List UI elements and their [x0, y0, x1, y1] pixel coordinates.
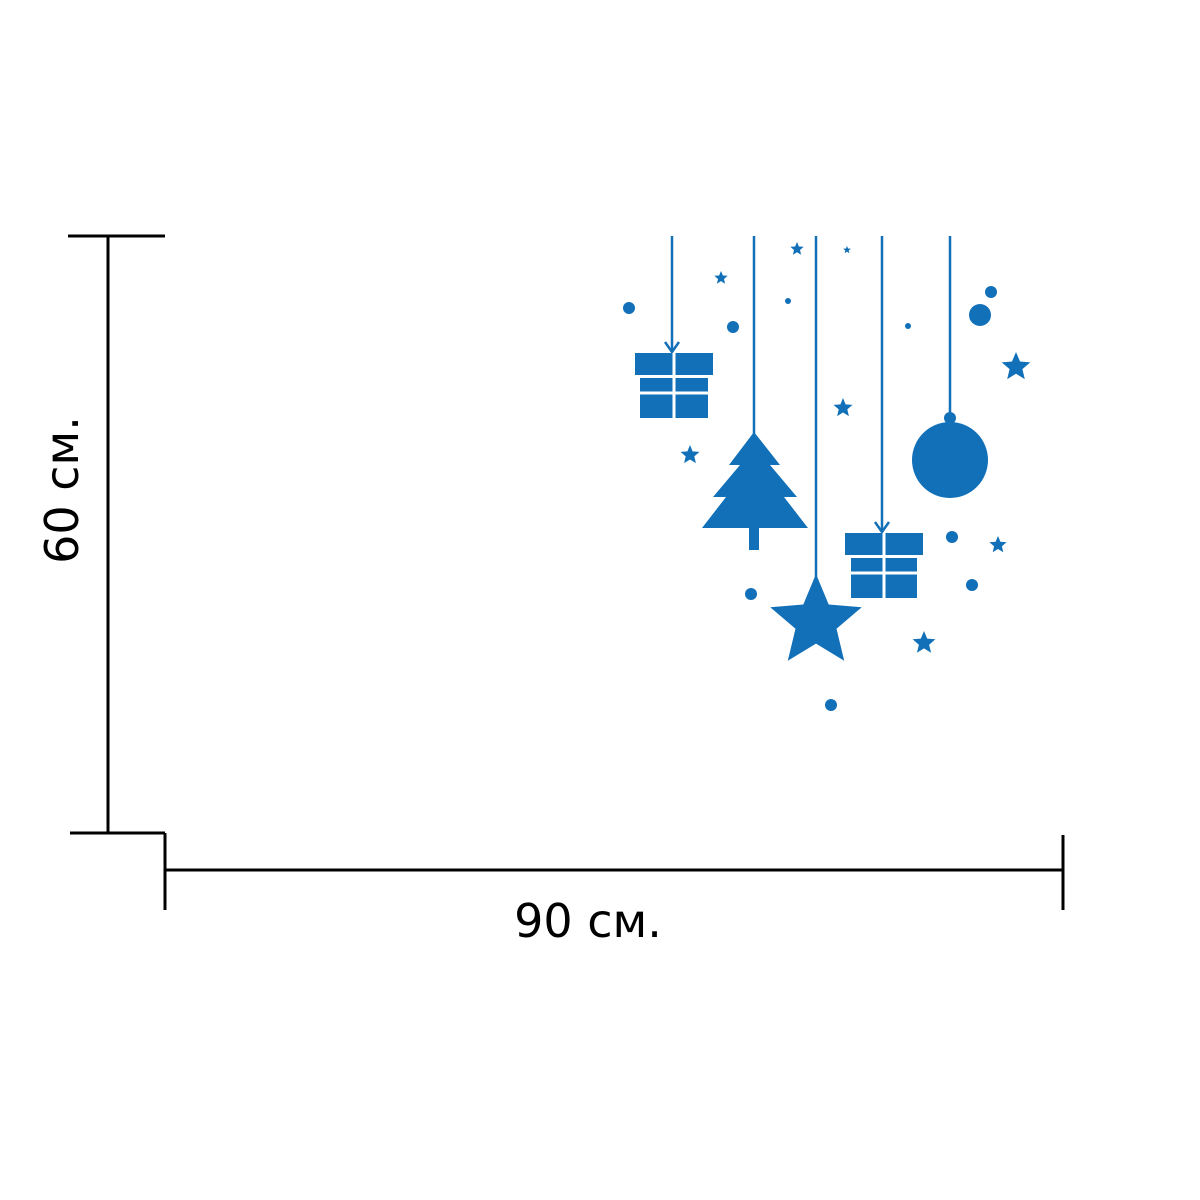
dimension-lines [68, 234, 1065, 910]
dot [985, 286, 997, 298]
dot [905, 323, 911, 329]
star [833, 398, 853, 417]
star [912, 631, 936, 653]
star [843, 246, 851, 254]
star [680, 445, 700, 464]
star [1001, 352, 1031, 380]
width-label: 90 см. [514, 894, 662, 948]
dot [727, 321, 739, 333]
dot [745, 588, 757, 600]
decoration [623, 236, 1031, 711]
dot [623, 302, 635, 314]
star [770, 574, 862, 661]
star [714, 271, 728, 284]
dot [946, 531, 958, 543]
dot [785, 298, 791, 304]
star [989, 536, 1007, 553]
star [790, 242, 804, 255]
dot [966, 579, 978, 591]
height-label: 60 см. [35, 416, 89, 564]
dot [969, 304, 991, 326]
dot [825, 699, 837, 711]
